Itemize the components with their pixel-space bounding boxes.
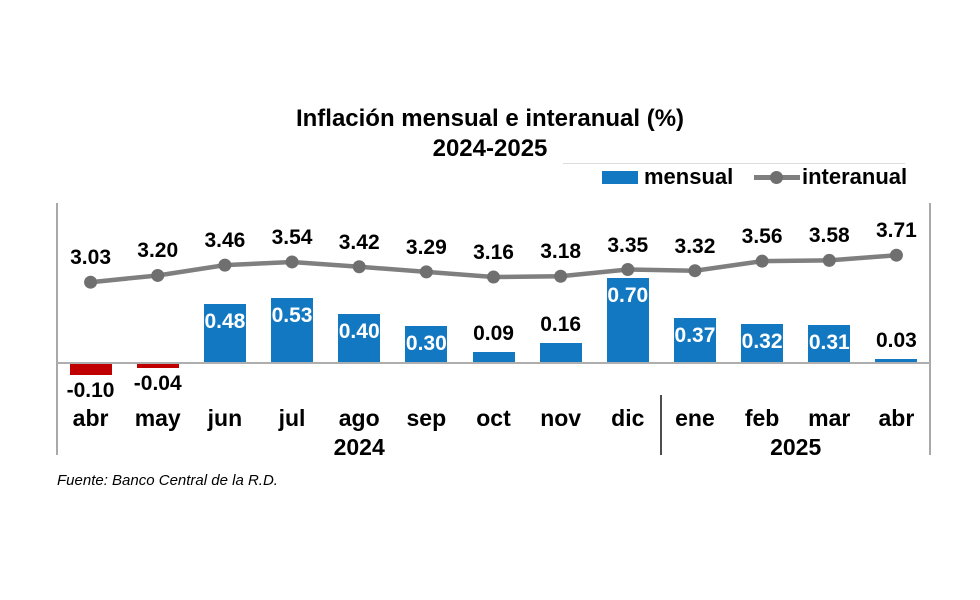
interanual-value-label: 3.46 — [204, 229, 246, 253]
mensual-bar — [808, 325, 851, 363]
interanual-value-label: 3.29 — [405, 235, 447, 259]
mensual-value-label: 0.16 — [540, 313, 582, 337]
year-label: 2024 — [333, 434, 385, 460]
mensual-bar — [338, 314, 381, 363]
interanual-marker — [419, 265, 433, 279]
interanual-value-label: 3.32 — [674, 234, 716, 258]
month-label: dic — [611, 405, 645, 431]
mensual-bar — [271, 298, 314, 363]
interanual-value-label: 3.58 — [808, 224, 850, 248]
mensual-bar — [673, 317, 716, 363]
legend-mensual-label: mensual — [644, 164, 734, 189]
month-label: oct — [476, 405, 511, 431]
mensual-value-label: 0.40 — [338, 320, 380, 344]
interanual-value-label: 3.35 — [607, 233, 649, 257]
interanual-value-label: 3.20 — [137, 239, 179, 263]
legend-interanual-label: interanual — [802, 164, 908, 189]
zero-axis-line — [57, 362, 930, 364]
month-label: may — [134, 405, 181, 431]
mensual-bar — [136, 363, 179, 368]
plot-right-border-line — [929, 203, 931, 455]
month-label: jul — [278, 405, 306, 431]
month-label: sep — [406, 405, 447, 431]
interanual-marker-dot-icon — [770, 171, 783, 184]
month-label: mar — [808, 405, 851, 431]
mensual-value-label: 0.30 — [405, 332, 447, 356]
chart-subtitle: 2024-2025 — [432, 135, 548, 162]
mensual-bar — [606, 277, 649, 363]
interanual-value-label: 3.71 — [875, 219, 917, 243]
mensual-value-label: 0.37 — [674, 323, 716, 347]
interanual-value-label: 3.56 — [741, 225, 783, 249]
month-label: ene — [675, 405, 715, 431]
year-label: 2025 — [770, 434, 822, 460]
month-label: abr — [878, 405, 915, 431]
legend-top-border — [563, 163, 905, 164]
interanual-marker — [889, 248, 903, 262]
mensual-bar — [875, 359, 918, 363]
mensual-value-label: 0.48 — [204, 310, 246, 334]
month-label: jun — [207, 405, 243, 431]
mensual-bar — [405, 326, 448, 363]
interanual-marker — [218, 258, 232, 272]
interanual-marker — [151, 268, 165, 282]
interanual-marker — [621, 263, 635, 277]
interanual-value-label: 3.03 — [70, 246, 111, 270]
mensual-bar — [472, 352, 515, 363]
interanual-marker — [352, 260, 366, 274]
interanual-value-label: 3.16 — [473, 241, 514, 265]
interanual-marker — [554, 269, 568, 283]
month-label: ago — [338, 405, 380, 431]
mensual-value-label: 0.70 — [607, 283, 649, 307]
source-note: Fuente: Banco Central de la R.D. — [57, 472, 278, 489]
mensual-bar — [203, 304, 246, 363]
interanual-value-label: 3.54 — [271, 225, 313, 249]
interanual-marker — [755, 254, 769, 268]
chart-title: Inflación mensual e interanual (%) — [295, 105, 685, 132]
interanual-marker — [285, 255, 299, 269]
interanual-marker — [822, 253, 836, 267]
interanual-marker — [84, 275, 98, 289]
interanual-value-label: 3.42 — [338, 230, 380, 254]
year-divider-line — [660, 395, 663, 455]
month-label: feb — [744, 405, 780, 431]
value-axis-line — [56, 203, 58, 455]
mensual-value-label: 0.32 — [741, 329, 783, 353]
mensual-value-label: 0.31 — [808, 331, 850, 355]
month-label: nov — [540, 405, 582, 431]
mensual-value-label: 0.53 — [271, 304, 313, 328]
mensual-bar — [741, 323, 784, 363]
mensual-value-label: -0.10 — [66, 379, 115, 403]
mensual-bar — [69, 363, 112, 376]
interanual-marker — [487, 270, 500, 284]
mensual-value-label: 0.03 — [875, 329, 917, 353]
mensual-bar — [539, 343, 582, 363]
mensual-bar-swatch-icon — [602, 171, 638, 184]
interanual-marker — [688, 264, 702, 278]
mensual-value-label: 0.09 — [473, 322, 514, 346]
mensual-value-label: -0.04 — [133, 371, 182, 395]
interanual-value-label: 3.18 — [540, 240, 582, 264]
month-label: abr — [72, 405, 109, 431]
